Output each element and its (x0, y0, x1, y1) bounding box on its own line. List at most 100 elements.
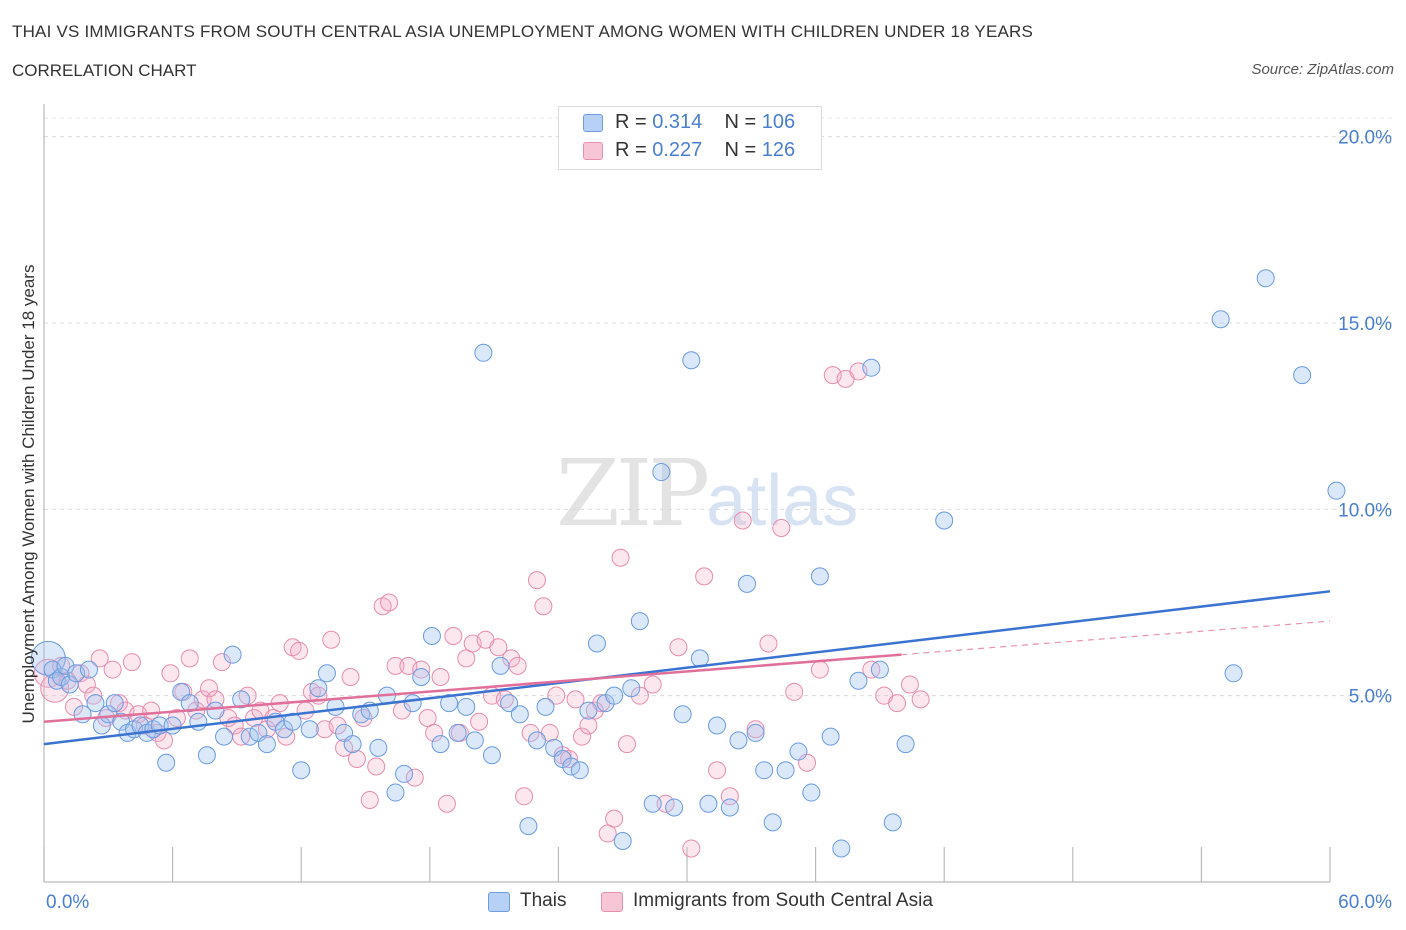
point-thais (613, 832, 632, 851)
point-immigrants (695, 567, 714, 586)
point-thais (240, 727, 259, 746)
point-thais (763, 813, 782, 832)
point-thais (309, 679, 328, 698)
legend-n-value: 106 (761, 111, 796, 133)
point-thais (870, 660, 889, 679)
point-thais (776, 761, 795, 780)
point-thais (482, 746, 501, 765)
point-thais (403, 694, 422, 713)
point-thais (605, 686, 624, 705)
chart-title: THAI VS IMMIGRANTS FROM SOUTH CENTRAL AS… (12, 22, 1034, 41)
point-immigrants (656, 794, 675, 813)
point-thais (832, 839, 851, 858)
point-thais (232, 690, 251, 709)
point-immigrants (566, 690, 585, 709)
trend-line-immigrants (43, 653, 902, 723)
point-thais (317, 664, 336, 683)
point-immigrants (380, 593, 399, 612)
y-axis-label: Unemployment Among Women with Children U… (19, 265, 38, 724)
point-immigrants (457, 649, 476, 668)
point-thais (422, 627, 441, 646)
point-immigrants (643, 675, 662, 694)
trend-extension-immigrants (901, 620, 1331, 656)
point-thais (536, 697, 555, 716)
point-thais (587, 634, 606, 653)
point-immigrants (733, 511, 752, 530)
point-immigrants (527, 571, 546, 590)
point-thais (500, 694, 519, 713)
point-immigrants (572, 727, 591, 746)
point-immigrants (71, 664, 90, 683)
point-immigrants (425, 723, 444, 742)
chart-subtitle: CORRELATION CHART (12, 61, 197, 80)
point-immigrants (772, 518, 791, 537)
point-thais (157, 753, 176, 772)
point-immigrants (437, 794, 456, 813)
point-immigrants (412, 660, 431, 679)
point-immigrants (161, 664, 180, 683)
point-thais (746, 723, 765, 742)
point-immigrants (110, 694, 129, 713)
point-immigrants (489, 638, 508, 657)
point-immigrants (508, 656, 527, 675)
correlation-legend: R = 0.314 N = 106 R = 0.227 N = 126 (558, 106, 822, 170)
series-immigrants-points (33, 362, 930, 858)
point-thais (457, 697, 476, 716)
legend-swatch-immigrants (583, 142, 603, 160)
point-immigrants (335, 738, 354, 757)
point-thais (673, 705, 692, 724)
point-thais (1224, 664, 1243, 683)
point-immigrants (534, 597, 553, 616)
point-thais (105, 694, 124, 713)
point-thais (622, 679, 641, 698)
point-thais (369, 738, 388, 757)
point-thais (60, 675, 79, 694)
point-immigrants (212, 653, 231, 672)
point-immigrants (470, 712, 489, 731)
point-thais (821, 727, 840, 746)
point-thais (570, 761, 589, 780)
point-thais (283, 712, 302, 731)
point-thais (579, 701, 598, 720)
point-immigrants (347, 750, 366, 769)
y-tick-label: 5.0% (1349, 687, 1392, 708)
point-thais (883, 813, 902, 832)
point-thais (86, 694, 105, 713)
point-thais (862, 358, 881, 377)
legend-r-label: R = (615, 111, 653, 133)
legend-label-immigrants: Immigrants from South Central Asia (633, 890, 933, 911)
point-thais (720, 798, 739, 817)
point-immigrants (444, 627, 463, 646)
watermark-main: ZIP (556, 440, 710, 547)
point-thais (643, 794, 662, 813)
point-thais (896, 735, 915, 754)
series-legend: Thais Immigrants from South Central Asia (0, 888, 1406, 916)
point-immigrants (585, 701, 604, 720)
point-immigrants (605, 809, 624, 828)
point-immigrants (103, 660, 122, 679)
watermark-sub: atlas (706, 461, 859, 541)
point-immigrants (785, 682, 804, 701)
legend-n-label: N = (724, 139, 762, 161)
y-tick-label: 20.0% (1338, 128, 1392, 149)
point-immigrants (386, 656, 405, 675)
point-thais (56, 656, 75, 675)
point-thais (682, 351, 701, 370)
point-immigrants (90, 649, 109, 668)
x-tick-label: 60.0% (1338, 892, 1392, 913)
point-thais (343, 735, 362, 754)
point-immigrants (888, 694, 907, 713)
point-thais (1211, 310, 1230, 329)
point-thais (206, 701, 225, 720)
point-thais (665, 798, 684, 817)
point-thais (519, 817, 538, 836)
point-thais (395, 764, 414, 783)
point-thais (729, 731, 748, 750)
point-immigrants (759, 634, 778, 653)
point-immigrants (122, 653, 141, 672)
point-immigrants (277, 727, 296, 746)
point-immigrants (579, 716, 598, 735)
point-thais (491, 656, 510, 675)
point-immigrants (180, 649, 199, 668)
